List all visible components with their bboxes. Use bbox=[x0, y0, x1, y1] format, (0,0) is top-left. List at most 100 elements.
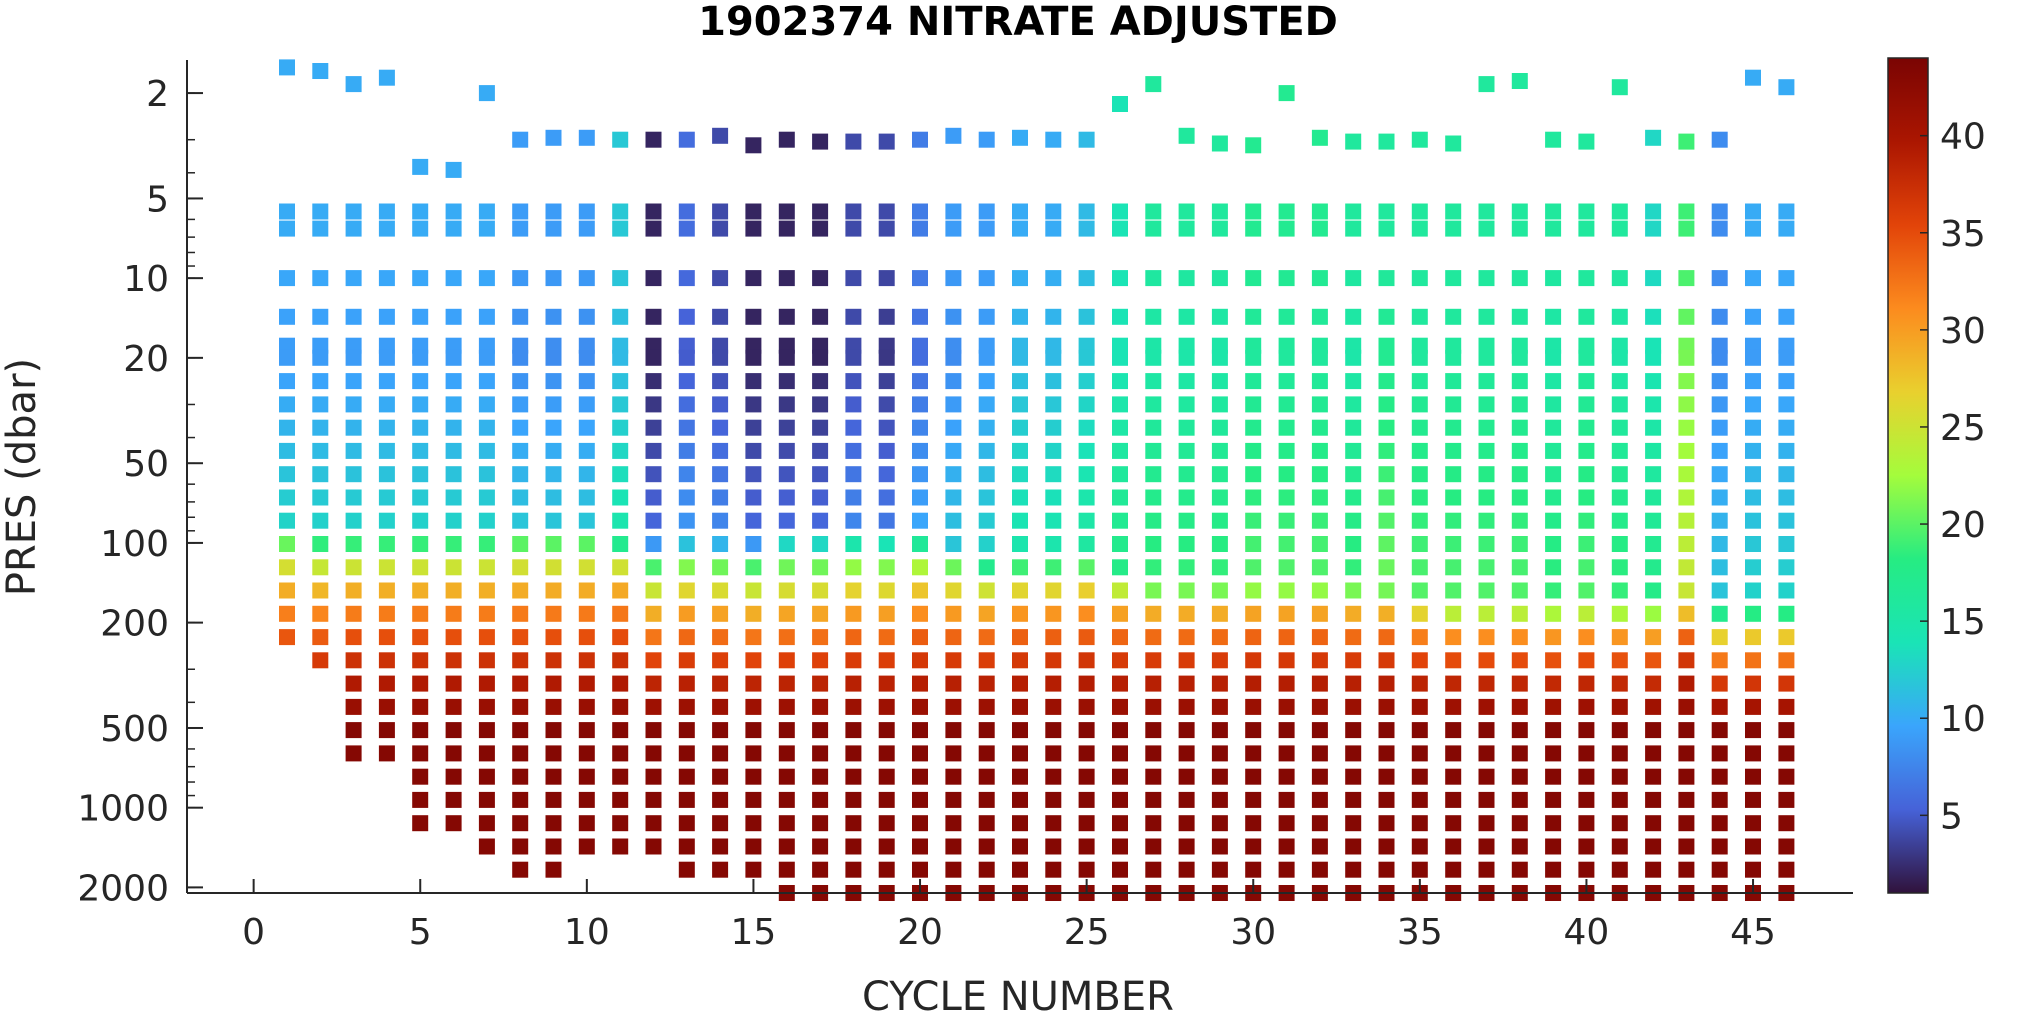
data-point bbox=[978, 466, 995, 483]
data-point bbox=[878, 373, 895, 390]
data-point bbox=[1778, 675, 1795, 692]
data-point bbox=[978, 373, 995, 390]
data-point bbox=[1511, 652, 1528, 669]
data-point bbox=[612, 203, 629, 220]
data-point bbox=[1411, 629, 1428, 646]
data-point bbox=[812, 133, 829, 150]
data-point bbox=[1311, 220, 1328, 237]
data-point bbox=[545, 745, 562, 762]
colorbar-tick-label: 35 bbox=[1940, 214, 1986, 255]
data-point bbox=[1578, 489, 1595, 506]
data-point bbox=[1445, 203, 1462, 220]
data-point bbox=[1345, 466, 1362, 483]
data-point bbox=[1078, 629, 1095, 646]
data-point bbox=[1145, 337, 1162, 354]
data-point bbox=[778, 722, 795, 739]
data-point bbox=[845, 373, 862, 390]
data-point bbox=[1745, 605, 1761, 622]
colorbar: 5 10 15 20 25 30 35 40 bbox=[1887, 57, 1986, 894]
data-point bbox=[1378, 337, 1395, 354]
y-tick-label: 1000 bbox=[77, 789, 169, 830]
data-point bbox=[578, 698, 595, 715]
data-point bbox=[645, 675, 662, 692]
data-point bbox=[345, 722, 362, 739]
data-point bbox=[1345, 373, 1362, 390]
data-point bbox=[512, 675, 529, 692]
data-point bbox=[945, 675, 962, 692]
data-point bbox=[1611, 745, 1628, 762]
data-point bbox=[1178, 838, 1195, 855]
data-point bbox=[678, 722, 695, 739]
data-point bbox=[1478, 349, 1495, 366]
data-point bbox=[912, 442, 928, 459]
data-point bbox=[645, 815, 662, 832]
data-point bbox=[1611, 605, 1628, 622]
data-point bbox=[1112, 396, 1128, 413]
data-point bbox=[578, 652, 595, 669]
data-point bbox=[1178, 512, 1195, 529]
data-point bbox=[412, 722, 429, 739]
data-point bbox=[745, 861, 762, 878]
data-point bbox=[345, 512, 362, 529]
data-point bbox=[1645, 652, 1662, 669]
data-point bbox=[612, 838, 629, 855]
data-point bbox=[678, 536, 695, 552]
data-point bbox=[978, 722, 995, 739]
data-point bbox=[745, 722, 762, 739]
data-point bbox=[312, 605, 329, 622]
data-point bbox=[1278, 815, 1295, 832]
data-point bbox=[1045, 815, 1062, 832]
data-point bbox=[812, 466, 829, 483]
data-point bbox=[1511, 337, 1528, 354]
data-point bbox=[1345, 536, 1362, 552]
data-point bbox=[279, 59, 295, 76]
data-point bbox=[1012, 129, 1028, 146]
data-point bbox=[978, 396, 995, 413]
data-point bbox=[912, 419, 928, 436]
data-point bbox=[545, 698, 562, 715]
data-point bbox=[845, 536, 862, 552]
data-point bbox=[1078, 791, 1095, 808]
data-point bbox=[1445, 419, 1462, 436]
data-point bbox=[845, 791, 862, 808]
data-point bbox=[578, 722, 595, 739]
data-point bbox=[1578, 861, 1595, 878]
data-point bbox=[378, 582, 395, 599]
data-point bbox=[1311, 582, 1328, 599]
data-point bbox=[1778, 373, 1795, 390]
data-point bbox=[912, 722, 928, 739]
data-point bbox=[1178, 337, 1195, 354]
data-point bbox=[312, 536, 329, 552]
data-point bbox=[412, 442, 429, 459]
data-point bbox=[378, 629, 395, 646]
data-point bbox=[978, 489, 995, 506]
data-point bbox=[1478, 419, 1495, 436]
data-point bbox=[1578, 559, 1595, 576]
data-point bbox=[1611, 698, 1628, 715]
data-point bbox=[1678, 270, 1695, 287]
data-point bbox=[612, 396, 629, 413]
data-point bbox=[912, 466, 928, 483]
data-point bbox=[712, 349, 729, 366]
data-point bbox=[645, 582, 662, 599]
data-point bbox=[1411, 582, 1428, 599]
data-point bbox=[1178, 220, 1195, 237]
data-point bbox=[1112, 791, 1128, 808]
data-point bbox=[1445, 745, 1462, 762]
data-point bbox=[1645, 337, 1662, 354]
data-point bbox=[1178, 127, 1195, 144]
data-point bbox=[478, 838, 495, 855]
data-point bbox=[512, 131, 529, 148]
data-point bbox=[778, 349, 795, 366]
data-point bbox=[545, 838, 562, 855]
data-point bbox=[645, 466, 662, 483]
data-point bbox=[545, 489, 562, 506]
data-point bbox=[1778, 722, 1795, 739]
data-point bbox=[778, 582, 795, 599]
data-point bbox=[1045, 489, 1062, 506]
data-point bbox=[1445, 396, 1462, 413]
data-point bbox=[1278, 652, 1295, 669]
data-point bbox=[1545, 512, 1562, 529]
data-point bbox=[1711, 791, 1728, 808]
data-point bbox=[945, 396, 962, 413]
